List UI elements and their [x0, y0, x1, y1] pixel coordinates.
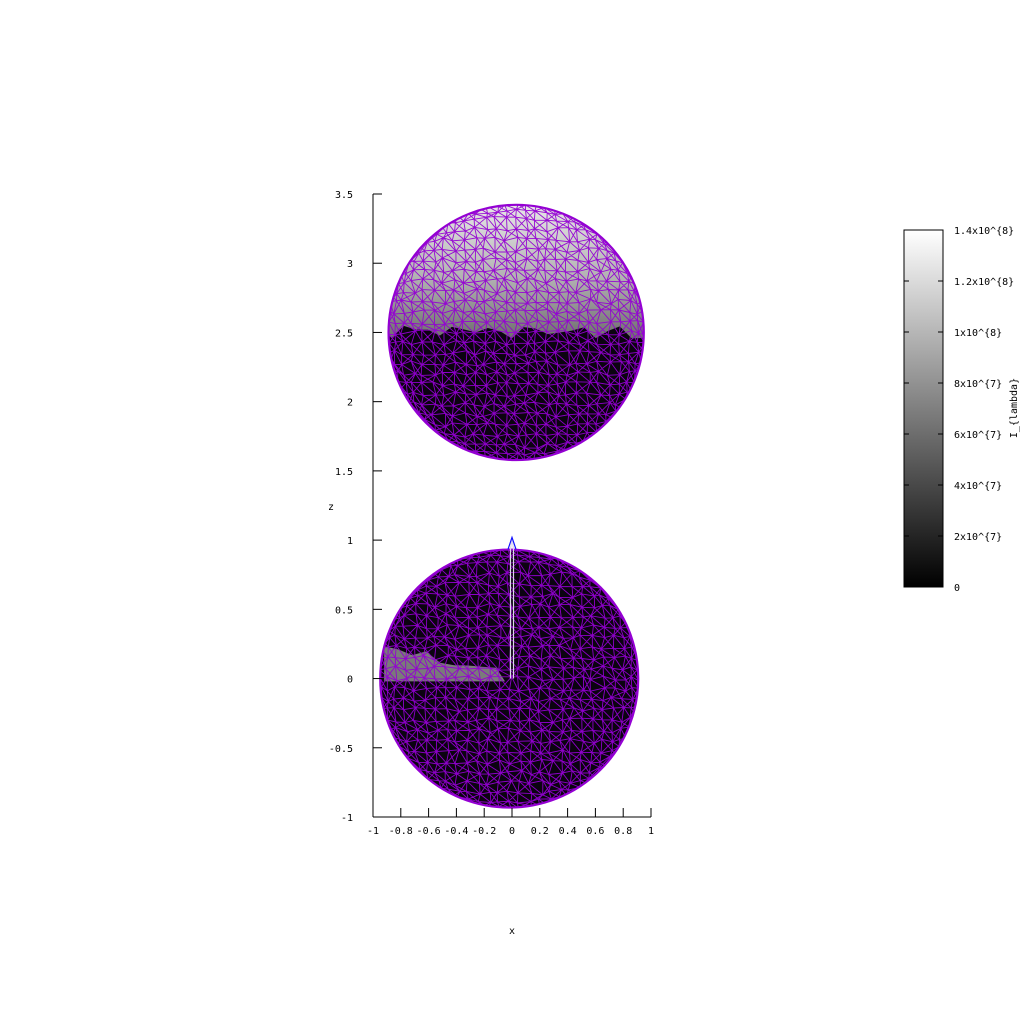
x-tick-label: 0 — [509, 826, 515, 837]
sphere-upper — [387, 203, 645, 462]
y-tick-label: 1.5 — [335, 467, 353, 478]
colorbar-label: I_{lambda} — [1009, 378, 1020, 438]
colorbar-gradient — [903, 229, 944, 588]
x-tick-label: -1 — [367, 826, 379, 837]
x-tick-label: 0.2 — [531, 826, 549, 837]
x-tick-label: -0.8 — [389, 826, 413, 837]
y-tick-label: 3 — [347, 259, 353, 270]
surface-layer — [379, 203, 645, 809]
y-tick-label: 0 — [347, 675, 353, 686]
x-tick-label: 0.6 — [586, 826, 604, 837]
y-tick-label: 2.5 — [335, 328, 353, 339]
x-axis-label: x — [509, 926, 515, 937]
colorbar-tick-label: 0 — [954, 583, 960, 594]
colorbar-tick-label: 1.4x10^{8} — [954, 226, 1014, 237]
y-tick-label: 1 — [347, 536, 353, 547]
x-tick-label: -0.6 — [417, 826, 441, 837]
colorbar-tick-label: 8x10^{7} — [954, 379, 1002, 390]
spike-tip — [507, 535, 517, 550]
colorbar-tick-label: 6x10^{7} — [954, 430, 1002, 441]
y-tick-label: -0.5 — [329, 744, 353, 755]
x-tick-label: 1 — [648, 826, 654, 837]
x-tick-label: -0.2 — [472, 826, 496, 837]
colorbar-tick-label: 4x10^{7} — [954, 481, 1002, 492]
x-tick-label: 0.8 — [614, 826, 632, 837]
y-tick-label: 3.5 — [335, 190, 353, 201]
x-tick-label: -0.4 — [444, 826, 468, 837]
y-axis-label: z — [328, 502, 334, 513]
sphere-lower — [379, 548, 640, 809]
y-tick-label: 0.5 — [335, 605, 353, 616]
colorbar-ticks: 0 2x10^{7} 4x10^{7} 6x10^{7} 8x10^{7} 1x10^{8… — [904, 226, 1014, 594]
colorbar-tick-label: 2x10^{7} — [954, 532, 1002, 543]
sphere-lit-patch — [384, 646, 506, 682]
sphere-rim — [387, 203, 645, 462]
colorbar-tick-label: 1.2x10^{8} — [954, 277, 1014, 288]
colorbar-tick-label: 1x10^{8} — [954, 328, 1002, 339]
y-ticks: -1 -0.5 0 0.5 1 1.5 2 2.5 3 3.5 — [329, 190, 382, 824]
x-tick-label: 0.4 — [559, 826, 577, 837]
axes: -1 -0.5 0 0.5 1 1.5 2 2.5 3 3.5 -1 -0.8 -0.6 -0.4 -0.… — [328, 190, 654, 937]
colorbar: 0 2x10^{7} 4x10^{7} 6x10^{7} 8x10^{7} 1x10^{8… — [903, 226, 1020, 594]
y-tick-label: 2 — [347, 398, 353, 409]
y-tick-label: -1 — [341, 813, 353, 824]
x-ticks: -1 -0.8 -0.6 -0.4 -0.2 0 0.2 0.4 0.6 0.8 1 — [367, 808, 654, 837]
